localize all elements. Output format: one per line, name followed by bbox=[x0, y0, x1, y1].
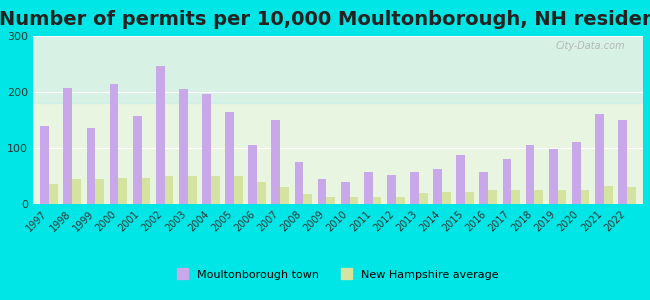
Bar bbox=[211, 176, 220, 204]
Bar bbox=[558, 190, 566, 204]
Bar bbox=[604, 186, 612, 204]
Bar bbox=[318, 179, 326, 204]
Bar bbox=[257, 182, 266, 204]
Bar bbox=[225, 112, 234, 204]
Bar bbox=[118, 178, 127, 204]
Bar bbox=[202, 94, 211, 204]
Bar bbox=[49, 184, 58, 204]
Bar bbox=[188, 176, 196, 204]
Bar bbox=[350, 197, 358, 204]
Bar bbox=[326, 197, 335, 204]
Bar bbox=[72, 179, 81, 204]
Bar bbox=[280, 187, 289, 204]
Bar bbox=[387, 175, 396, 204]
Bar bbox=[64, 88, 72, 204]
Bar bbox=[341, 182, 350, 204]
Bar bbox=[294, 162, 304, 204]
Bar bbox=[456, 155, 465, 204]
Bar bbox=[534, 190, 543, 204]
Legend: Moultonborough town, New Hampshire average: Moultonborough town, New Hampshire avera… bbox=[172, 264, 504, 286]
Bar bbox=[526, 145, 534, 204]
Bar bbox=[419, 193, 428, 204]
Bar bbox=[502, 159, 512, 204]
Bar bbox=[480, 172, 488, 204]
Bar bbox=[96, 179, 104, 204]
Bar bbox=[433, 169, 442, 204]
Bar bbox=[156, 66, 164, 204]
Bar bbox=[234, 176, 243, 204]
Text: City-Data.com: City-Data.com bbox=[555, 41, 625, 51]
Bar bbox=[86, 128, 96, 204]
Bar bbox=[110, 84, 118, 204]
Bar bbox=[549, 149, 558, 204]
Bar bbox=[164, 176, 174, 204]
Bar bbox=[248, 145, 257, 204]
Bar bbox=[33, 36, 643, 103]
Bar bbox=[595, 114, 604, 204]
Bar bbox=[465, 192, 474, 204]
Bar bbox=[396, 197, 404, 204]
Bar bbox=[572, 142, 580, 204]
Bar bbox=[618, 120, 627, 204]
Bar bbox=[627, 187, 636, 204]
Bar bbox=[410, 172, 419, 204]
Bar bbox=[133, 116, 142, 204]
Bar bbox=[364, 172, 372, 204]
Bar bbox=[488, 190, 497, 204]
Bar bbox=[142, 178, 150, 204]
Bar bbox=[372, 197, 382, 204]
Bar bbox=[40, 126, 49, 204]
Bar bbox=[512, 190, 520, 204]
Bar bbox=[442, 192, 450, 204]
Bar bbox=[304, 194, 312, 204]
Title: Number of permits per 10,000 Moultonborough, NH residents: Number of permits per 10,000 Moultonboro… bbox=[0, 10, 650, 29]
Bar bbox=[580, 190, 590, 204]
Bar bbox=[272, 120, 280, 204]
Bar bbox=[179, 89, 188, 204]
